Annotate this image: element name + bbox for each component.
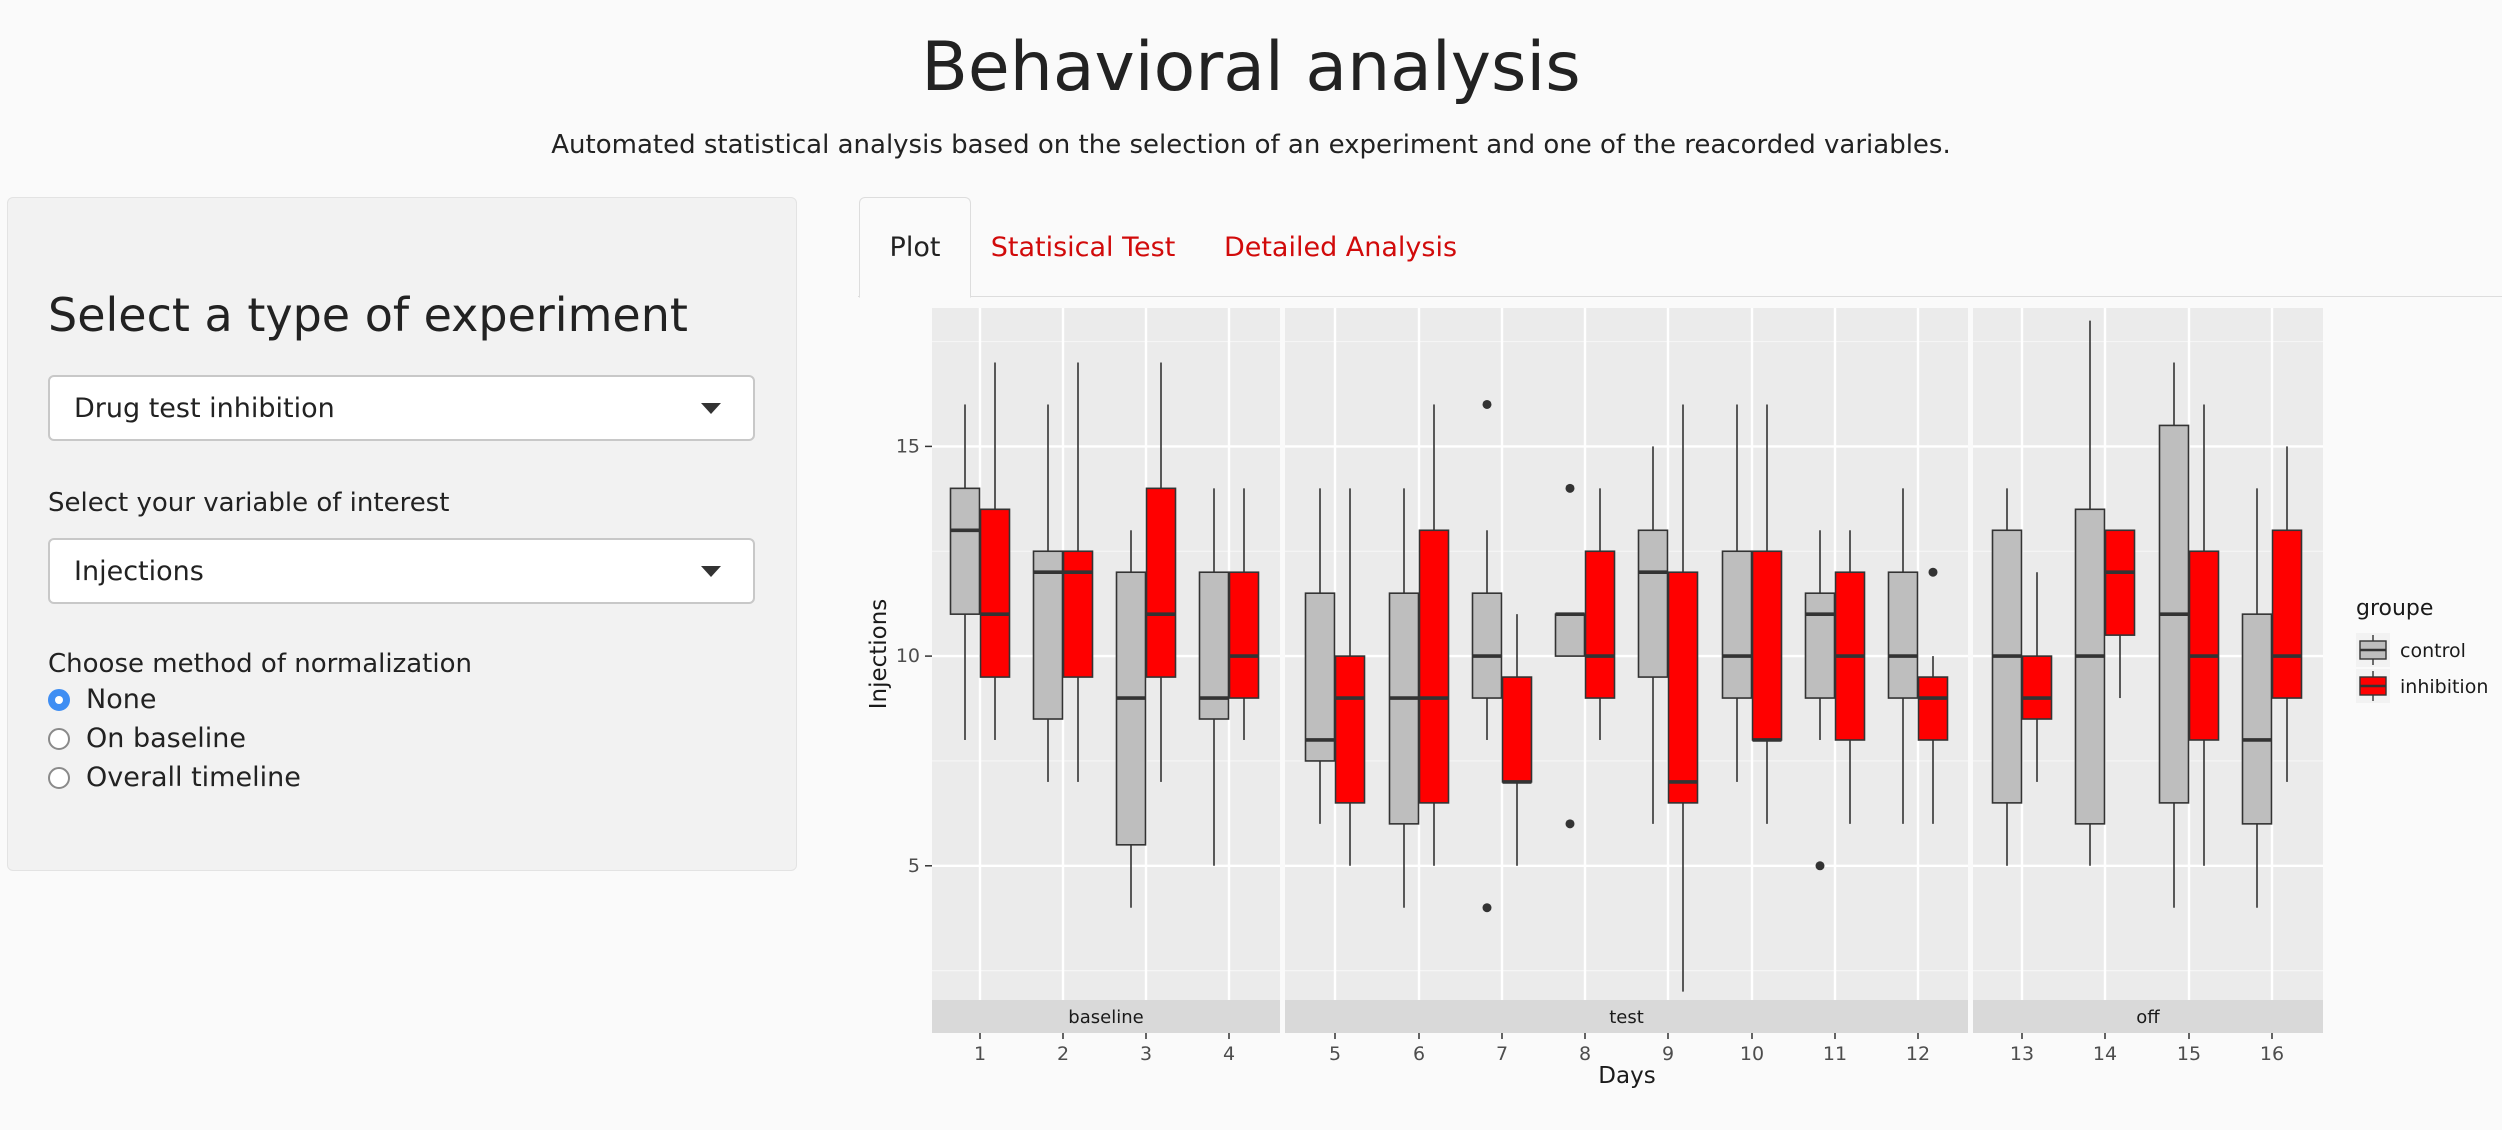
box-control — [1887, 571, 1919, 699]
x-tick-label: 2 — [1057, 1043, 1069, 1065]
box-inhibition — [2021, 655, 2053, 720]
y-tick-label: 10 — [896, 645, 920, 667]
box-inhibition — [1334, 655, 1366, 804]
y-tick-label: 5 — [908, 855, 920, 877]
box-inhibition — [979, 508, 1011, 678]
box-control — [1637, 529, 1669, 678]
outlier-point — [1815, 861, 1825, 871]
radio-button-checked[interactable] — [48, 688, 70, 711]
box-inhibition — [2104, 529, 2136, 636]
x-tick-label: 9 — [1662, 1043, 1674, 1065]
sidebar-panel: Select a type of experiment Drug test in… — [7, 197, 797, 871]
radio-label: Overall timeline — [86, 762, 301, 793]
page-subtitle: Automated statistical analysis based on … — [551, 130, 1951, 160]
x-tick-label: 1 — [974, 1043, 986, 1065]
box-control — [1554, 613, 1586, 657]
chevron-down-icon — [701, 566, 721, 577]
x-tick-label: 4 — [1223, 1043, 1235, 1065]
facet-strip-baseline — [932, 1000, 1280, 1033]
page-title: Behavioral analysis — [921, 28, 1581, 107]
x-tick-label: 11 — [1823, 1043, 1847, 1065]
x-tick-label: 14 — [2093, 1043, 2117, 1065]
variable-label: Select your variable of interest — [48, 488, 450, 518]
outlier-point — [1565, 483, 1575, 493]
legend-label: control — [2400, 640, 2466, 662]
chevron-down-icon — [701, 403, 721, 414]
x-tick-label: 5 — [1329, 1043, 1341, 1065]
experiment-select-value: Drug test inhibition — [74, 392, 335, 424]
x-tick-label: 15 — [2177, 1043, 2201, 1065]
outlier-point — [1928, 567, 1938, 577]
tab-plot[interactable]: Plot — [859, 197, 971, 298]
variable-select-value: Injections — [74, 555, 204, 587]
radio-button[interactable] — [48, 727, 70, 750]
box-control — [2241, 613, 2273, 825]
box-inhibition — [1667, 571, 1699, 804]
x-axis-title: Days — [1598, 1063, 1655, 1089]
box-inhibition — [1917, 676, 1949, 741]
box-inhibition — [1228, 571, 1260, 699]
box-inhibition — [1584, 550, 1616, 699]
box-control — [1304, 592, 1336, 762]
radio-option-none[interactable]: None — [48, 684, 156, 715]
normalization-label: Choose method of normalization — [48, 649, 472, 679]
tab-bar: Plot Statisical Test Detailed Analysis — [858, 197, 2502, 298]
tab-detailed-analysis[interactable]: Detailed Analysis — [1223, 231, 1458, 263]
x-tick-label: 12 — [1906, 1043, 1930, 1065]
outlier-point — [1482, 399, 1492, 409]
experiment-select[interactable]: Drug test inhibition — [48, 375, 755, 441]
box-control — [1991, 529, 2023, 804]
facet-strip-off — [1973, 1000, 2323, 1033]
radio-option-overall-timeline[interactable]: Overall timeline — [48, 762, 301, 793]
box-inhibition — [1145, 487, 1177, 678]
sidebar-heading: Select a type of experiment — [48, 288, 688, 342]
radio-label: None — [86, 684, 157, 715]
radio-label: On baseline — [86, 723, 247, 754]
box-control — [1471, 592, 1503, 699]
x-tick-label: 8 — [1579, 1043, 1591, 1065]
radio-button[interactable] — [48, 766, 70, 789]
outlier-point — [1565, 819, 1575, 829]
outlier-point — [1482, 903, 1492, 913]
y-axis-title: Injections — [866, 599, 892, 710]
box-inhibition — [1418, 529, 1450, 804]
box-inhibition — [2188, 550, 2220, 741]
box-control — [1032, 550, 1064, 720]
box-control — [1388, 592, 1420, 825]
facet-panel-test — [1285, 308, 1968, 1000]
legend-label: inhibition — [2400, 676, 2488, 698]
box-inhibition — [1751, 550, 1783, 741]
x-tick-label: 6 — [1413, 1043, 1425, 1065]
facet-label: test — [1609, 1007, 1644, 1028]
facet-label: off — [2136, 1007, 2160, 1028]
x-tick-label: 10 — [1740, 1043, 1764, 1065]
variable-select[interactable]: Injections — [48, 538, 755, 604]
box-control — [1115, 571, 1147, 846]
box-inhibition — [1501, 676, 1533, 783]
box-control — [949, 487, 981, 615]
x-tick-label: 16 — [2260, 1043, 2284, 1065]
box-inhibition — [1062, 550, 1094, 678]
box-inhibition — [2271, 529, 2303, 699]
facet-strip-test — [1285, 1000, 1968, 1033]
legend-title: groupe — [2356, 596, 2433, 621]
box-control — [1721, 550, 1753, 699]
x-tick-label: 3 — [1140, 1043, 1152, 1065]
tab-statistical-test[interactable]: Statisical Test — [990, 231, 1176, 263]
y-tick-label: 15 — [896, 435, 920, 457]
facet-label: baseline — [1068, 1007, 1143, 1028]
box-control — [1198, 571, 1230, 720]
radio-option-on-baseline[interactable]: On baseline — [48, 723, 246, 754]
box-control — [1804, 592, 1836, 699]
x-tick-label: 7 — [1496, 1043, 1508, 1065]
box-control — [2074, 508, 2106, 825]
x-tick-label: 13 — [2010, 1043, 2034, 1065]
